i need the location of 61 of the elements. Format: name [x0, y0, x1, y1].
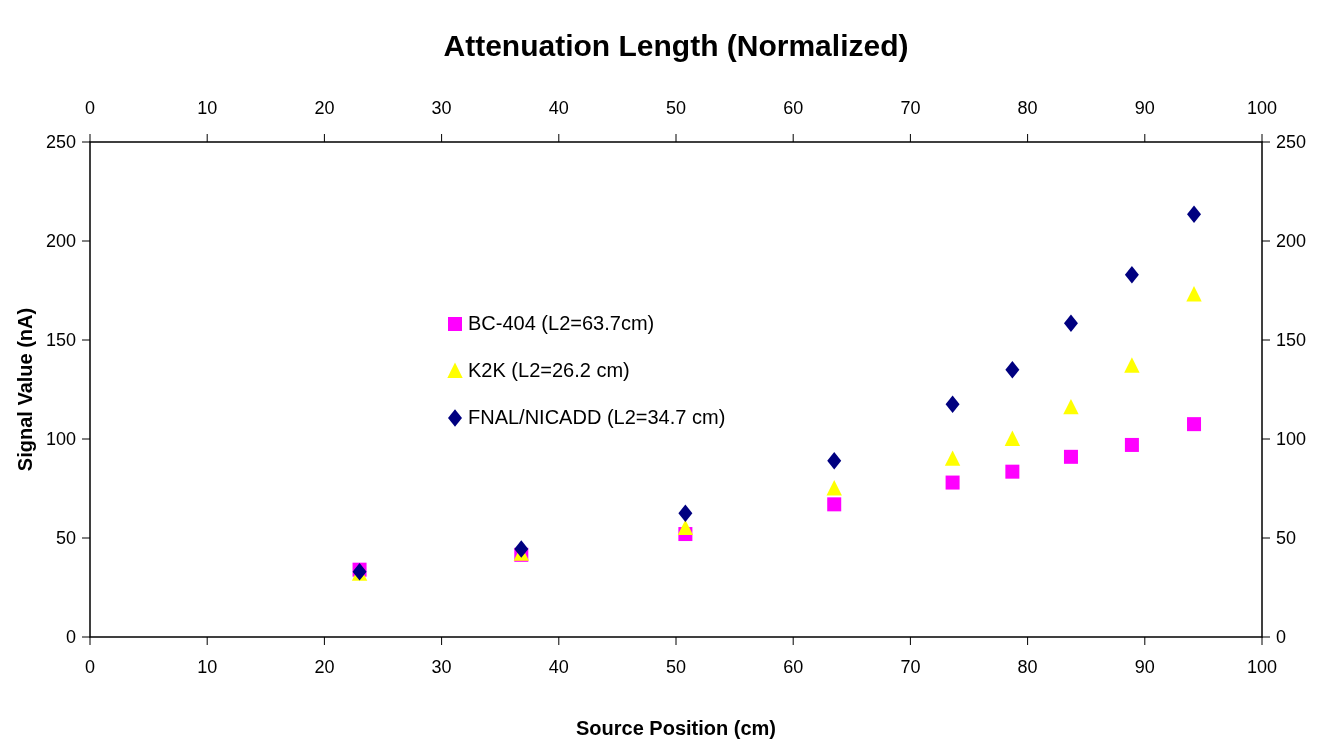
y2-tick-label: 0 — [1276, 627, 1287, 647]
chart-title: Attenuation Length (Normalized) — [443, 29, 909, 62]
point — [1005, 360, 1020, 379]
x2-tick-label: 60 — [783, 98, 804, 118]
point — [1187, 205, 1202, 224]
x-axis-title: Source Position (cm) — [575, 717, 777, 739]
y-axis-title: Signal Value (nA) — [14, 307, 36, 472]
x2-tick-label: 70 — [900, 98, 921, 118]
x-tick-label: 0 — [84, 657, 96, 677]
x2-tick-label: 30 — [431, 98, 452, 118]
y-tick-label: 150 — [45, 330, 76, 350]
y2-tick-label: 150 — [1276, 330, 1307, 350]
point — [944, 450, 961, 466]
point — [827, 497, 842, 512]
point — [1187, 417, 1202, 432]
y-tick-label: 100 — [45, 429, 76, 449]
point — [1063, 449, 1078, 464]
y2-tick-label: 250 — [1276, 132, 1307, 152]
legend-label: FNAL/NICADD (L2=34.7 cm) — [468, 406, 726, 428]
point — [945, 475, 960, 490]
y2-tick-label: 100 — [1276, 429, 1307, 449]
y-tick-label: 50 — [55, 528, 76, 548]
x-tick-label: 60 — [783, 657, 804, 677]
point — [514, 540, 529, 558]
x-tick-label: 70 — [900, 657, 921, 677]
x2-tick-label: 10 — [197, 98, 218, 118]
x2-tick-label: 90 — [1134, 98, 1155, 118]
x2-tick-label: 40 — [548, 98, 569, 118]
x-tick-label: 90 — [1134, 657, 1155, 677]
point — [1005, 464, 1020, 479]
point — [826, 480, 842, 496]
y-tick-label: 0 — [65, 627, 76, 647]
x-tick-label: 30 — [431, 657, 452, 677]
x2-tick-label: 100 — [1246, 98, 1278, 118]
y-tick-label: 250 — [45, 132, 76, 152]
x-tick-label: 10 — [197, 657, 218, 677]
x-tick-label: 50 — [665, 657, 687, 677]
point — [1124, 357, 1140, 373]
point — [945, 395, 960, 414]
x2-tick-label: 20 — [314, 98, 335, 118]
y-tick-label: 200 — [45, 231, 76, 251]
y2-tick-label: 50 — [1276, 528, 1297, 548]
legend-label: K2K (L2=26.2 cm) — [468, 359, 630, 381]
point — [677, 519, 694, 536]
x-tick-label: 40 — [548, 657, 569, 677]
x2-tick-label: 50 — [665, 98, 687, 118]
legend-label: BC-404 (L2=63.7cm) — [468, 312, 655, 334]
point — [1063, 398, 1079, 415]
point — [827, 452, 842, 470]
point — [1124, 437, 1139, 452]
point — [1124, 265, 1139, 284]
x-tick-label: 100 — [1246, 657, 1278, 677]
point — [1063, 314, 1078, 332]
y2-tick-label: 200 — [1276, 231, 1307, 251]
x-tick-label: 80 — [1017, 657, 1038, 677]
point — [1004, 430, 1021, 446]
x2-tick-label: 80 — [1017, 98, 1038, 118]
point — [678, 504, 693, 522]
x-tick-label: 20 — [314, 657, 335, 677]
x2-tick-label: 0 — [84, 98, 96, 118]
point — [1186, 286, 1202, 302]
